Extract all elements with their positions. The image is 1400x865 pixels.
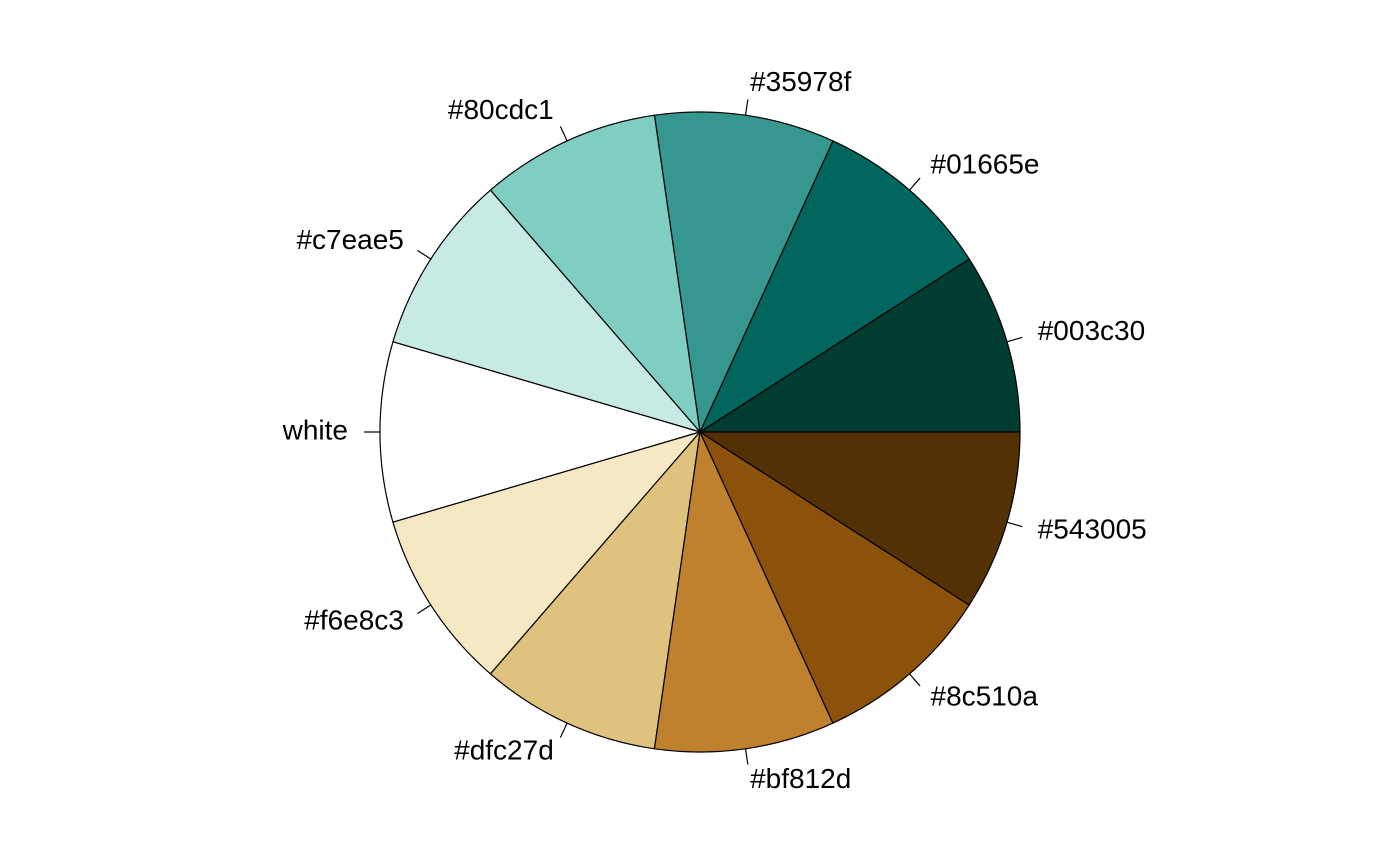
pie-slices [379, 111, 1021, 753]
label-tick [744, 99, 749, 116]
slice-label: #003c30 [1038, 315, 1145, 346]
label-ticks [364, 99, 1023, 765]
label-tick [559, 722, 568, 738]
label-tick [1006, 336, 1023, 343]
label-tick [417, 249, 432, 260]
slice-label: white [282, 414, 348, 445]
label-tick [559, 126, 568, 142]
label-tick [909, 673, 921, 687]
slice-label: #8c510a [931, 680, 1039, 711]
slice-label: #543005 [1038, 514, 1147, 545]
label-tick [909, 177, 921, 191]
slice-labels: #003c30 #01665e #35978f #80cdc1 #c7eae5 white… [282, 66, 1147, 794]
slice-label: #dfc27d [454, 735, 554, 766]
label-tick [744, 748, 749, 765]
label-tick [417, 604, 432, 615]
slice-label: #35978f [750, 66, 851, 97]
slice-label: #80cdc1 [448, 94, 554, 125]
slice-label: #bf812d [750, 763, 851, 794]
label-tick [1006, 521, 1023, 528]
slice-label: #01665e [931, 148, 1040, 179]
slice-label: #c7eae5 [296, 224, 403, 255]
slice-label: #f6e8c3 [304, 605, 404, 636]
